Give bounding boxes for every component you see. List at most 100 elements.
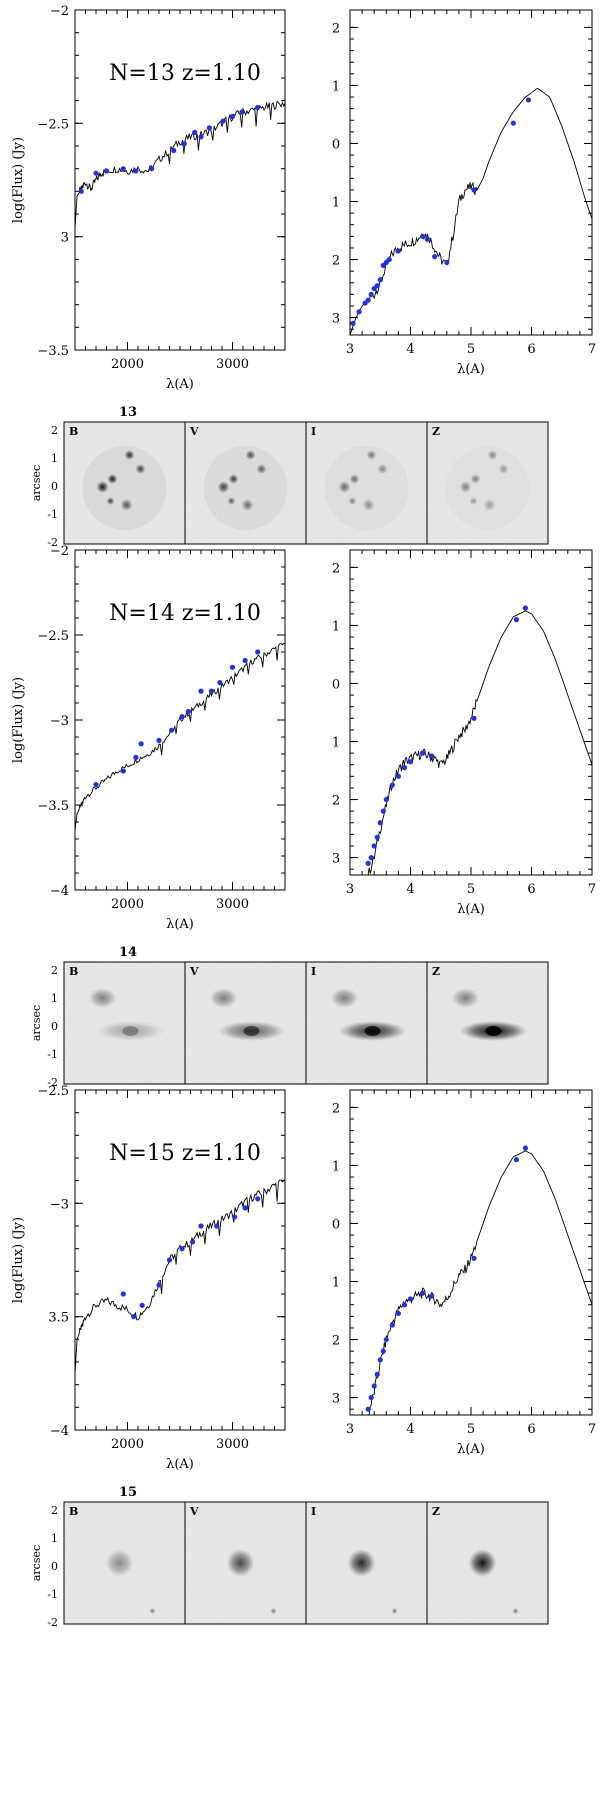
sed-x-tick-label: 4 [406, 1422, 414, 1437]
uv-photometry-point [198, 134, 204, 140]
uv-x-axis-label: λ(A) [166, 377, 194, 392]
uv-photometry-point [156, 737, 162, 744]
sed-y-tick-label: 1 [332, 736, 340, 751]
uv-photometry-point [217, 680, 223, 686]
uv-y-tick-label: −4 [50, 1424, 69, 1439]
sed-photometry-point [420, 1290, 426, 1296]
stamp-noise [306, 422, 427, 544]
sed-y-tick-label: 2 [332, 254, 340, 269]
uv-photometry-point [138, 741, 144, 747]
stamp-galaxy-core [226, 1549, 255, 1577]
sed-y-tick-label: 3 [332, 1392, 340, 1407]
stamp-galaxy-disk [96, 1021, 165, 1041]
stamp-knot [107, 474, 118, 484]
sed-photometry-point [371, 1383, 377, 1389]
sed-photometry-point [389, 1322, 395, 1328]
stamp-y-tick-label: 1 [51, 992, 58, 1005]
uv-photometry-point [131, 1314, 137, 1320]
sed-photometry-point [377, 277, 383, 283]
object-label: N=13 z=1.10 [109, 61, 261, 86]
sed-photometry-point [368, 291, 374, 297]
sed-photometry-point [377, 820, 383, 826]
uv-x-tick-label: 2000 [111, 1437, 144, 1452]
uv-y-tick-label: 3 [61, 231, 69, 246]
sed-y-tick-label: 1 [332, 1159, 340, 1174]
sed-photometry-point [522, 1145, 529, 1151]
sed-y-tick-label: 2 [332, 1334, 340, 1349]
uv-photometry-point [103, 168, 110, 174]
stamp-knot [487, 450, 498, 460]
uv-spectrum-panel: 2000 3000 −4 −3.5 −3 −2.5 −2 λ(A) log(Flux) (Jy)… [11, 544, 286, 932]
stamp-star [149, 1608, 156, 1614]
uv-photometry-point [255, 104, 261, 111]
stamp-knot [124, 450, 135, 460]
uv-photometry-point [120, 166, 126, 172]
uv-model-spectrum [74, 642, 286, 831]
stamp-galaxy-halo [324, 446, 409, 530]
stamp-knot [469, 497, 478, 505]
sed-photometry-point [395, 1310, 401, 1317]
sed-photometry-point [389, 782, 395, 788]
stamp-star [512, 1608, 519, 1614]
sed-full-panel: 3 4 5 6 7 3 2 1 0 1 2 λ(A) [332, 1089, 596, 1457]
sed-y-tick-label: 1 [332, 196, 340, 211]
stamp-y-tick-label: 1 [51, 452, 58, 465]
stamp-y-axis-label: arcsec [30, 1545, 43, 1581]
uv-x-tick-label: 2000 [111, 357, 144, 372]
sed-photometry-point [420, 233, 426, 239]
stamp-knot [377, 464, 388, 474]
stamp-y-tick-label: 2 [51, 1504, 58, 1517]
sed-photometry-point [401, 1302, 408, 1308]
stamp-y-tick-label: 0 [51, 1020, 58, 1033]
stamp-v: V [184, 962, 306, 1084]
sed-photometry-point [356, 309, 362, 315]
sed-photometry-point [429, 1293, 435, 1299]
image-stamps: 13 arcsec 2 1 0 -1 -2 B V I Z [30, 405, 549, 549]
stamp-z: Z [426, 962, 548, 1084]
stamp-knot [135, 464, 146, 474]
sed-x-tick-label: 3 [346, 882, 354, 897]
sed-photometry-point [522, 605, 529, 611]
stamp-knot [498, 464, 509, 474]
stamp-knot [120, 499, 133, 511]
stamp-companion [330, 988, 359, 1008]
sed-photometry-point [513, 617, 519, 623]
sed-x-tick-label: 3 [346, 342, 354, 357]
sed-y-tick-label: 1 [332, 79, 340, 94]
stamp-knot [228, 474, 239, 484]
uv-photometry-point [198, 1223, 204, 1229]
sed-panel-frame [349, 1089, 593, 1416]
stamp-knot [348, 497, 357, 505]
uv-photometry-point [208, 688, 215, 694]
uv-y-tick-label: −2.5 [37, 1084, 69, 1099]
stamp-b: B [63, 962, 185, 1084]
sed-y-tick-label: 1 [332, 1276, 340, 1291]
stamp-knot [245, 450, 256, 460]
sed-photometry-point [395, 773, 401, 779]
sed-photometry-point [420, 750, 426, 756]
stamp-v: V [184, 422, 306, 544]
uv-photometry-point [78, 188, 84, 194]
sed-x-tick-label: 4 [406, 342, 414, 357]
stamp-band-label: Z [432, 965, 440, 978]
sed-y-tick-label: 2 [332, 1101, 340, 1116]
sed-photometry-point [407, 759, 414, 765]
stamp-knot [366, 450, 377, 460]
sed-photometry-point [525, 97, 532, 103]
sed-model-spectrum [349, 87, 593, 336]
sed-x-tick-label: 4 [406, 882, 414, 897]
sed-y-tick-label: 2 [332, 794, 340, 809]
stamp-y-tick-label: 1 [51, 1532, 58, 1545]
stamp-i: I [305, 962, 427, 1084]
uv-model-spectrum [74, 1179, 286, 1374]
stamp-i: I [305, 1502, 427, 1624]
uv-x-tick-label: 3000 [216, 1437, 249, 1452]
uv-photometry-point [139, 1302, 145, 1308]
stamp-band-label: B [69, 965, 78, 978]
sed-x-tick-label: 5 [467, 1422, 475, 1437]
stamp-noise [64, 422, 185, 544]
stamp-z: Z [426, 1502, 548, 1624]
stamp-band-label: I [311, 965, 316, 978]
stamp-b: B [63, 1502, 185, 1624]
uv-photometry-point [156, 1282, 162, 1288]
